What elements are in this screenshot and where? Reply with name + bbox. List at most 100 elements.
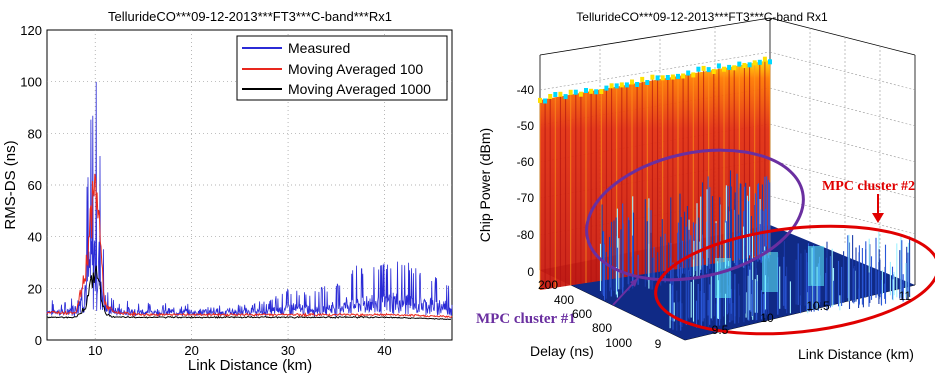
wall-ridge-cap [619,82,624,88]
mpc-highlight-band [715,258,731,298]
distance-tick-label: 10 [760,311,774,325]
distance-tick-label: 9.5 [712,323,729,337]
y-tick-label: 0 [35,333,42,348]
legend: Measured Moving Averaged 100 Moving Aver… [236,35,448,101]
wall-ridge-cap [706,67,711,73]
wall-ridge-cap [543,98,548,104]
wall-ridge-cap [609,83,614,89]
wall-ridge-cap [635,82,640,87]
chip-power-3d-svg: MPC cluster #1 MPC cluster #2 -40-50-60-… [476,10,935,362]
chip-power-3d-chart: MPC cluster #1 MPC cluster #2 -40 -50 -60-… [470,0,935,382]
mpc-cluster-2-label: MPC cluster #2 [822,179,915,194]
wall-ridge-cap [732,65,737,71]
mpc-cluster-1-label: MPC cluster #1 [476,311,576,327]
x-tick-label: 10 [88,343,102,358]
wall-ridge-cap [578,91,583,97]
legend-label-measured: Measured [288,40,350,56]
wall-ridge-cap [676,73,680,79]
series-line-ma1000 [46,265,452,321]
chart-title: TellurideCO***09-12-2013***FT3***C-band*… [108,9,392,24]
z-tick-label: -80 [517,228,535,242]
wall-ridge-cap [594,89,599,95]
wall-ridge-cap [696,66,701,72]
wall-ridge-cap [538,97,542,103]
delay-tick-label: 200 [538,278,558,292]
wall-ridge-cap [660,75,665,81]
wall-ridge-cap [711,69,716,74]
wall-ridge-cap [584,88,588,93]
distance-tick-label: 9 [655,337,662,351]
wall-ridge-cap [665,75,670,80]
delay-tick-label: 400 [554,293,574,307]
z-tick-label: -50 [517,119,535,133]
wall-ridge-cap [650,74,655,80]
wall-ridge-cap [762,56,767,62]
wall-ridge-cap [701,65,706,71]
distance-axis-label: Link Distance (km) [798,346,914,362]
y-axis-label: RMS-DS (ns) [2,140,19,229]
wall-ridge-cap [553,92,558,97]
wall-ridge-cap [670,74,675,80]
wall-ridge-cap [686,70,691,76]
wall-ridge-cap [655,75,660,81]
rms-ds-chart: 10 20 30 40 0 20 40 60 80 100 120 TellurideCO***0… [0,0,470,382]
z-tick-label: -60 [517,155,535,169]
x-tick-label: 20 [184,343,198,358]
y-tick-label: 40 [28,230,42,245]
wall-ridge-cap [630,79,634,85]
mpc-cluster-1-arrowhead [630,278,638,287]
delay-tick-label: 800 [592,321,612,335]
series-line-measured [46,81,453,318]
wall-ridge-cap [604,85,609,91]
surface-mpc-peaks [599,170,911,331]
wall-ridge-cap [737,61,742,67]
wall-ridge-cap [614,83,619,89]
y-tick-label: 120 [20,23,42,38]
wall-ridge-cap [691,72,696,78]
wall-ridge-cap [716,63,721,69]
series-line-ma100 [46,173,453,319]
wall-ridge-cap [645,80,650,85]
wall-ridge-cap [752,60,757,66]
data-series [46,81,453,321]
z-tick-label: 0 [527,265,534,279]
wall-ridge-cap [568,89,573,95]
mpc-cluster-2-arrowhead [872,213,884,223]
y-tick-label: 60 [28,178,42,193]
wall-ridge-cap [742,63,747,68]
wall-ridge-cap [640,76,645,82]
x-axis-label: Link Distance (km) [188,357,312,374]
delay-tick-label: 600 [572,307,592,321]
chart-title-3d: TellurideCO***09-12-2013***FT3***C-band … [576,10,828,24]
wall-ridge-cap [563,94,568,100]
x-tick-label: 30 [281,343,295,358]
y-tick-labels: 0 20 40 60 80 100 120 [20,23,42,348]
legend-label-ma1000: Moving Averaged 1000 [288,81,431,97]
wall-ridge-cap [757,59,762,65]
wall-ridge-cap [727,64,732,70]
x-tick-labels: 10 20 30 40 [88,343,392,358]
legend-label-ma100: Moving Averaged 100 [288,61,423,77]
wall-ridge-cap [747,62,752,68]
wall-ridge-cap [722,66,726,72]
wall-ridge-cap [681,73,686,79]
wall-ridge-cap [573,89,578,95]
mpc-cluster-1-ellipse [585,148,805,282]
y-tick-label: 100 [20,75,42,90]
y-tick-label: 20 [28,281,42,296]
wall-ridge-cap [558,91,563,97]
mpc-highlight-band [808,246,824,286]
z-tick-label: -40 [517,83,535,97]
wall-ridge-cap [624,82,629,88]
mpc-cluster-2-ellipse [654,224,935,336]
z-axis-label: Chip Power (dBm) [477,128,493,242]
wall-ridge-cap [768,59,772,65]
delay-axis-label: Delay (ns) [530,343,594,359]
distance-tick-label: 10.5 [806,299,830,313]
z-tick-label: -70 [517,191,535,205]
wall-ridge-cap [589,88,594,94]
delay-tick-label: 1000 [605,336,632,350]
y-tick-label: 80 [28,126,42,141]
z-tick-labels: -40 -50 -60 -70 -80 0 [517,83,535,279]
